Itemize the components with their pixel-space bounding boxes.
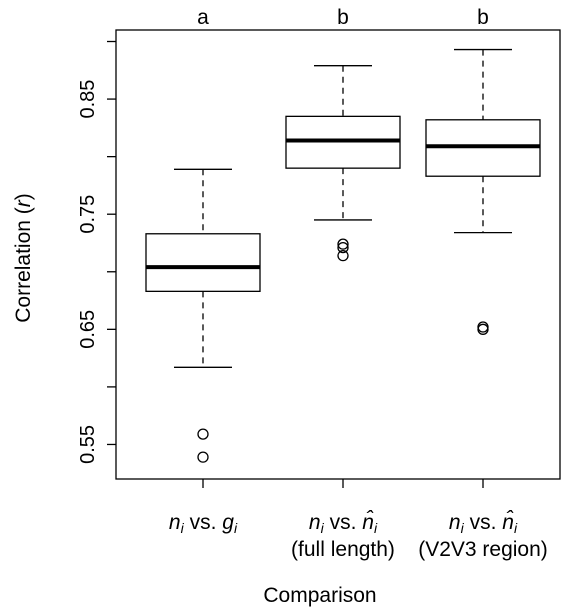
significance-label: b bbox=[337, 6, 349, 29]
x-tick-label-part: n bbox=[169, 511, 181, 534]
x-tick-label-part: i bbox=[374, 520, 378, 536]
x-tick-label-part: vs. bbox=[324, 511, 363, 534]
outlier-point bbox=[197, 451, 209, 463]
x-tick-label-line1: ni vs. n̂i bbox=[309, 511, 378, 537]
y-tick-label: 0.55 bbox=[77, 425, 99, 464]
x-tick-label-part: n̂ bbox=[362, 511, 374, 534]
x-tick-label-part: n bbox=[309, 511, 321, 534]
y-tick-label: 0.75 bbox=[77, 195, 99, 234]
y-axis-label-close: ) bbox=[12, 193, 35, 200]
box-1 bbox=[145, 168, 261, 463]
x-tick-label-part: i bbox=[514, 520, 518, 536]
y-tick-label: 0.65 bbox=[77, 310, 99, 349]
plot-frame bbox=[115, 29, 561, 480]
x-axis: ni vs. gi ni vs. n̂i(full length)ni vs. n… bbox=[169, 479, 548, 561]
x-tick-label-line1: ni vs. n̂i bbox=[449, 511, 518, 537]
x-tick-label-part: n̂ bbox=[502, 511, 514, 534]
y-axis-label: Correlation (r) bbox=[12, 193, 35, 323]
y-tick-label: 0.85 bbox=[77, 80, 99, 119]
x-tick-label-line2: (V2V3 region) bbox=[418, 538, 548, 561]
outlier-point bbox=[337, 241, 349, 254]
x-tick-label-part: n bbox=[449, 511, 461, 534]
x-tick-label-line2: (full length) bbox=[291, 538, 395, 561]
plot-border bbox=[115, 29, 561, 480]
outlier-point bbox=[477, 323, 489, 335]
x-tick-label-part: i bbox=[461, 520, 465, 536]
x-tick-label-part: i bbox=[234, 520, 238, 536]
iqr-box bbox=[145, 233, 261, 292]
x-axis-label: Comparison bbox=[263, 584, 376, 607]
x-tick-label-part: vs. bbox=[184, 511, 223, 534]
y-axis-label-main: Correlation ( bbox=[12, 207, 35, 323]
box-series bbox=[145, 48, 541, 463]
x-tick-label-part: vs. bbox=[464, 511, 503, 534]
y-axis-label-var: r bbox=[12, 199, 35, 207]
x-tick-label-part: i bbox=[181, 520, 185, 536]
x-tick-label-line1: ni vs. gi bbox=[169, 511, 238, 536]
outlier-point bbox=[197, 428, 209, 440]
outlier-point bbox=[337, 238, 349, 250]
outlier-point bbox=[477, 321, 489, 333]
y-axis: 0.55 0.65 0.75 0.85 bbox=[77, 40, 116, 464]
x-tick-label-part: g bbox=[222, 511, 234, 534]
outlier-point bbox=[337, 250, 349, 262]
box-2 bbox=[285, 65, 401, 262]
significance-label: a bbox=[197, 6, 209, 29]
significance-label: b bbox=[477, 6, 489, 29]
box-3 bbox=[425, 48, 541, 335]
x-tick-label-part: i bbox=[321, 520, 325, 536]
